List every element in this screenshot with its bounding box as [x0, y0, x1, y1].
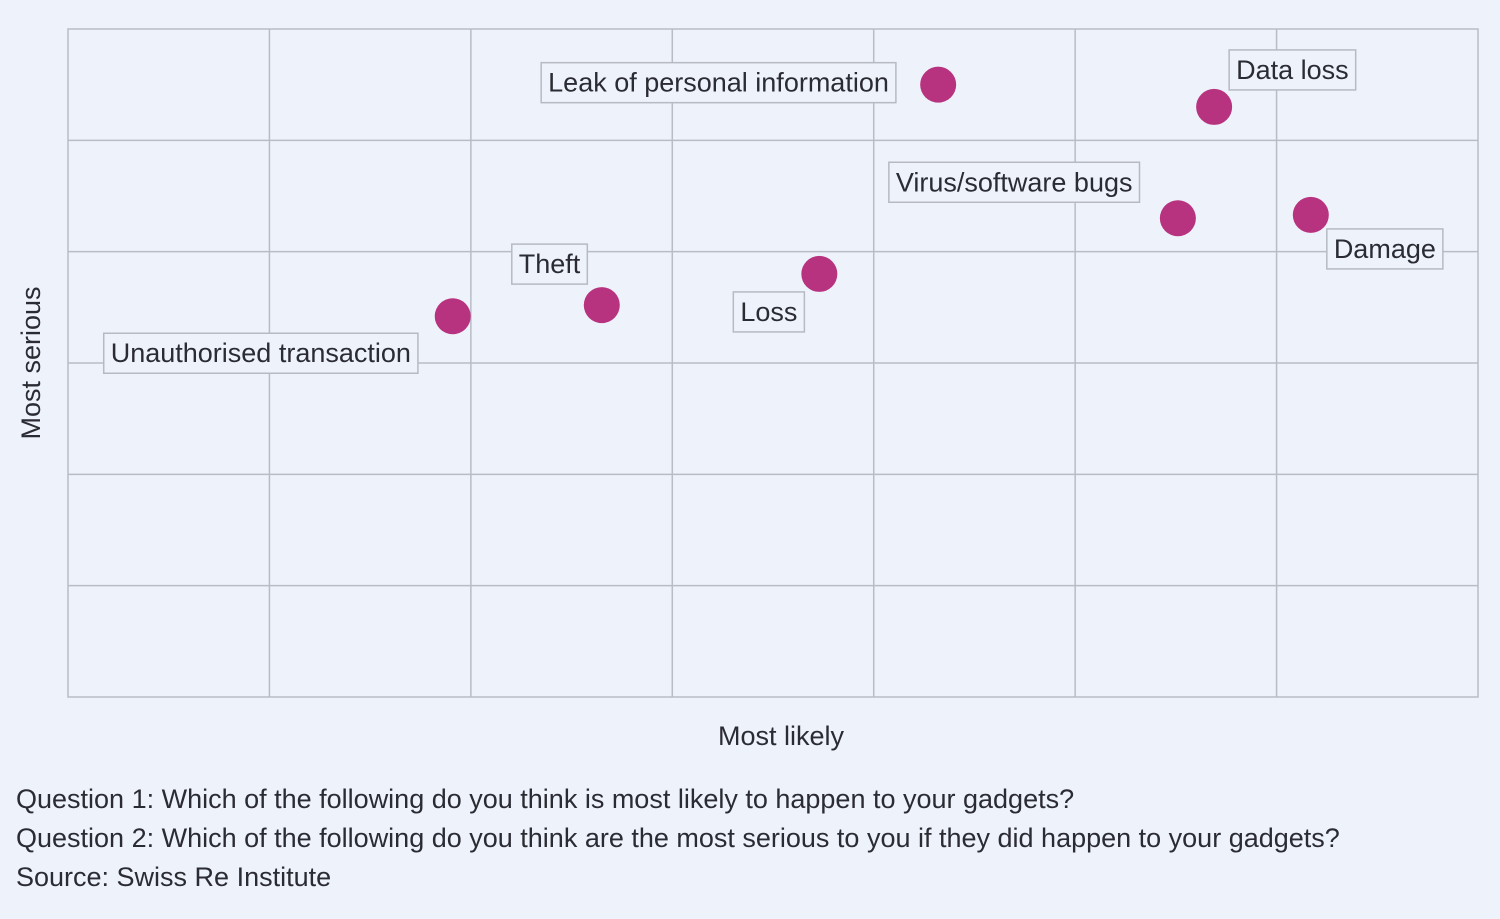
data-point-marker: [801, 255, 838, 292]
point-label: Data loss: [1236, 55, 1349, 85]
point-label-box: [511, 243, 589, 285]
point-label: Loss: [740, 297, 797, 327]
point-label: Damage: [1334, 234, 1436, 264]
data-point-marker: [1292, 196, 1329, 233]
data-point-marker: [920, 66, 957, 103]
point-label-box: [540, 61, 897, 104]
point-label: Theft: [519, 249, 581, 279]
data-point-marker: [1196, 88, 1233, 125]
point-label: Unauthorised transaction: [111, 338, 411, 368]
source-note: Source: Swiss Re Institute: [16, 862, 332, 892]
point-labels: Leak of personal information Data loss Vir…: [102, 49, 1444, 374]
y-axis-label: Most serious: [16, 286, 46, 439]
scatter-chart: Leak of personal information Data loss Vir…: [16, 28, 1479, 751]
data-point-marker: [583, 287, 620, 324]
point-label-box: [888, 161, 1141, 204]
point-label-box: [732, 291, 806, 333]
question-2-note: Question 2: Which of the following do yo…: [16, 823, 1340, 853]
chart-notes: Question 1: Which of the following do yo…: [16, 780, 1340, 897]
chart-grid: [67, 28, 1479, 698]
data-point-marker: [1159, 200, 1196, 237]
question-1-note: Question 1: Which of the following do yo…: [16, 784, 1075, 814]
point-label-box: [1228, 49, 1357, 91]
point-label: Leak of personal information: [548, 68, 889, 98]
data-points: [434, 66, 1329, 335]
point-label: Virus/software bugs: [896, 167, 1133, 197]
data-point-marker: [434, 298, 471, 335]
x-axis-label: Most likely: [718, 721, 845, 751]
point-label-box: [102, 332, 419, 374]
point-label-box: [1326, 228, 1444, 270]
